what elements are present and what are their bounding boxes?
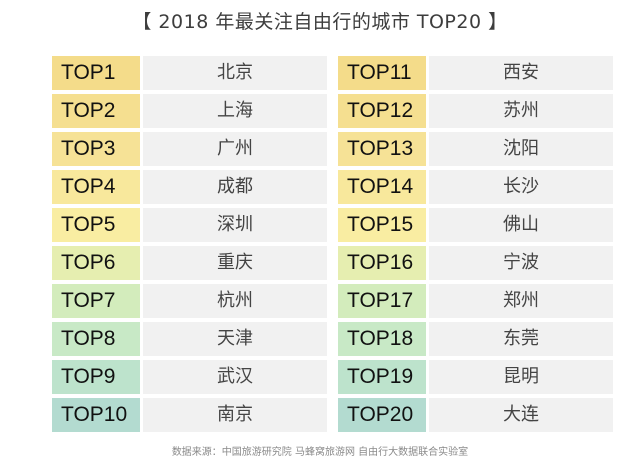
rank-label: TOP8 [52,322,140,356]
rank-label: TOP6 [52,246,140,280]
ranking-row-top11: TOP11 西安 [338,56,613,90]
ranking-row-top17: TOP17 郑州 [338,284,613,318]
rank-label: TOP10 [52,398,140,432]
ranking-row-top3: TOP3 广州 [52,132,327,166]
city-name: 南京 [143,398,327,432]
city-name: 北京 [143,56,327,90]
city-name: 杭州 [143,284,327,318]
rank-label: TOP13 [338,132,426,166]
ranking-row-top1: TOP1 北京 [52,56,327,90]
ranking-row-top15: TOP15 佛山 [338,208,613,242]
ranking-row-top4: TOP4 成都 [52,170,327,204]
ranking-row-top13: TOP13 沈阳 [338,132,613,166]
city-name: 深圳 [143,208,327,242]
rank-label: TOP17 [338,284,426,318]
city-name: 苏州 [429,94,613,128]
ranking-row-top7: TOP7 杭州 [52,284,327,318]
ranking-row-top9: TOP9 武汉 [52,360,327,394]
city-name: 宁波 [429,246,613,280]
city-name: 长沙 [429,170,613,204]
ranking-row-top16: TOP16 宁波 [338,246,613,280]
rank-label: TOP12 [338,94,426,128]
ranking-row-top2: TOP2 上海 [52,94,327,128]
city-name: 沈阳 [429,132,613,166]
rank-label: TOP18 [338,322,426,356]
ranking-row-top8: TOP8 天津 [52,322,327,356]
rank-label: TOP2 [52,94,140,128]
city-name: 西安 [429,56,613,90]
city-name: 天津 [143,322,327,356]
city-name: 武汉 [143,360,327,394]
data-source-note: 数据来源：中国旅游研究院 马蜂窝旅游网 自由行大数据联合实验室 [171,447,469,458]
city-name: 大连 [429,398,613,432]
city-name: 上海 [143,94,327,128]
ranking-row-top20: TOP20 大连 [338,398,613,432]
rank-label: TOP5 [52,208,140,242]
city-name: 佛山 [429,208,613,242]
ranking-row-top18: TOP18 东莞 [338,322,613,356]
rank-label: TOP4 [52,170,140,204]
ranking-row-top14: TOP14 长沙 [338,170,613,204]
rank-label: TOP11 [338,56,426,90]
city-name: 重庆 [143,246,327,280]
rank-label: TOP19 [338,360,426,394]
rank-label: TOP15 [338,208,426,242]
rank-label: TOP9 [52,360,140,394]
city-name: 广州 [143,132,327,166]
rank-label: TOP20 [338,398,426,432]
ranking-row-top10: TOP10 南京 [52,398,327,432]
ranking-row-top5: TOP5 深圳 [52,208,327,242]
rank-label: TOP1 [52,56,140,90]
rank-label: TOP3 [52,132,140,166]
ranking-row-top6: TOP6 重庆 [52,246,327,280]
rank-label: TOP16 [338,246,426,280]
page-title: 【 2018 年最关注自由行的城市 TOP20 】 [132,11,508,33]
ranking-row-top12: TOP12 苏州 [338,94,613,128]
city-name: 昆明 [429,360,613,394]
city-name: 郑州 [429,284,613,318]
rank-label: TOP7 [52,284,140,318]
ranking-row-top19: TOP19 昆明 [338,360,613,394]
city-name: 东莞 [429,322,613,356]
city-name: 成都 [143,170,327,204]
rank-label: TOP14 [338,170,426,204]
